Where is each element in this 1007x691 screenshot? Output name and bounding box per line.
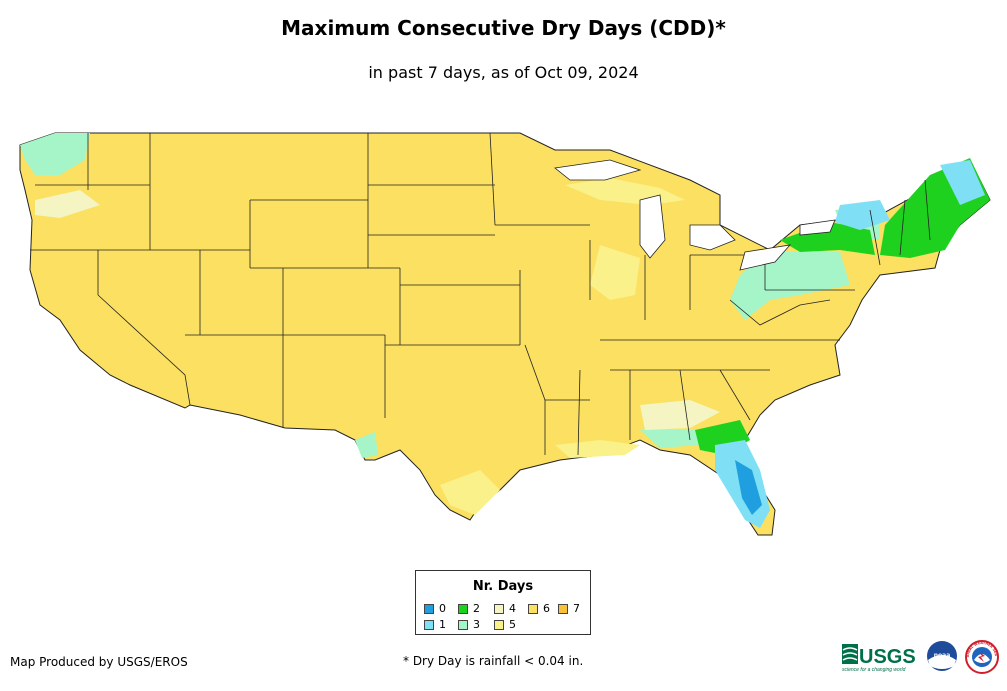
- legend-swatch-7: [558, 603, 568, 614]
- state-boundaries: [30, 132, 931, 456]
- legend-swatch-0: [424, 603, 434, 614]
- usgs-logo-text: USGS: [859, 646, 916, 668]
- legend-item-2: 2: [458, 602, 480, 615]
- legend-item-5: 5: [494, 618, 516, 631]
- legend-item-7: 7: [558, 602, 580, 615]
- legend-swatch-2: [458, 603, 468, 614]
- legend-label-2: 2: [473, 602, 480, 615]
- zone-5-days: [440, 178, 685, 515]
- legend-item-6: 6: [528, 602, 550, 615]
- legend-label-4: 4: [509, 602, 516, 615]
- legend-swatch-4: [494, 603, 504, 614]
- noaa-logo: noaa: [927, 641, 957, 671]
- zone-0-days: [735, 460, 762, 515]
- agency-logos: USGS science for a changing world noaa N…: [842, 638, 999, 674]
- usgs-logo: USGS science for a changing world: [842, 644, 916, 673]
- legend-label-7: 7: [573, 602, 580, 615]
- legend-swatch-6: [528, 603, 538, 614]
- legend-label-6: 6: [543, 602, 550, 615]
- map-subtitle: in past 7 days, as of Oct 09, 2024: [368, 63, 639, 82]
- legend-swatch-5: [494, 619, 504, 630]
- legend-swatch-1: [424, 619, 434, 630]
- legend-item-0: 0: [424, 602, 446, 615]
- legend-item-1: 1: [424, 618, 446, 631]
- usgs-tagline: science for a changing world: [842, 667, 906, 673]
- legend-label-5: 5: [509, 618, 516, 631]
- legend-item-4: 4: [494, 602, 516, 615]
- conus-land: [19, 132, 991, 536]
- legend-label-1: 1: [439, 618, 446, 631]
- legend: Nr. Days 0 1 2 3 4 5 6 7: [415, 570, 591, 635]
- legend-title: Nr. Days: [472, 579, 534, 594]
- legend-swatch-3: [458, 619, 468, 630]
- great-lakes: [554, 159, 836, 271]
- legend-label-0: 0: [439, 602, 446, 615]
- dry-day-footnote: * Dry Day is rainfall < 0.04 in.: [403, 654, 584, 668]
- map-title: Maximum Consecutive Dry Days (CDD)*: [281, 16, 726, 40]
- legend-label-3: 3: [473, 618, 480, 631]
- noaa-logo-text: noaa: [934, 652, 951, 659]
- legend-item-3: 3: [458, 618, 480, 631]
- map-credit: Map Produced by USGS/EROS: [10, 655, 188, 669]
- zone-4-days: [35, 190, 720, 430]
